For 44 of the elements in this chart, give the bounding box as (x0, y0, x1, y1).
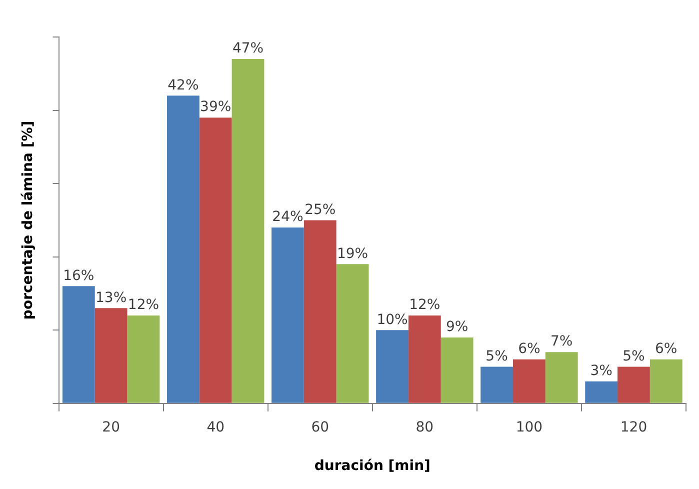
bar (127, 315, 160, 403)
bar (585, 381, 618, 403)
data-label: 3% (590, 363, 612, 380)
x-tick-label: 80 (416, 419, 434, 436)
bar (480, 366, 513, 403)
bar (336, 264, 369, 403)
data-label: 12% (409, 297, 440, 314)
bar (440, 337, 474, 403)
bar (618, 366, 650, 403)
y-axis-title: porcentaje de lámina [%] (20, 120, 36, 320)
bar (272, 228, 304, 403)
data-label: 39% (200, 99, 232, 116)
bar (232, 58, 264, 403)
bar (199, 118, 232, 403)
data-label: 47% (232, 40, 264, 57)
bar (166, 96, 200, 403)
bar (512, 359, 546, 403)
bar (62, 286, 95, 403)
data-label: 5% (486, 348, 508, 364)
data-label: 9% (446, 319, 468, 336)
bar (408, 315, 441, 403)
bar (650, 359, 682, 403)
x-tick-label: 120 (620, 419, 648, 436)
bar (304, 220, 336, 403)
data-label: 25% (304, 202, 336, 218)
x-tick-label: 100 (516, 419, 543, 436)
data-label: 6% (518, 341, 540, 358)
x-tick-label: 20 (102, 419, 120, 436)
data-label: 13% (96, 290, 127, 306)
x-tick-label: 40 (206, 419, 225, 436)
data-label: 19% (336, 246, 368, 262)
data-label: 10% (376, 312, 408, 328)
x-tick-label: 60 (311, 419, 330, 436)
bar (94, 308, 128, 403)
data-label: 6% (655, 341, 678, 358)
bar (545, 352, 578, 403)
data-label: 7% (550, 334, 573, 350)
x-axis-title: duración [min] (314, 458, 430, 474)
data-label: 42% (168, 77, 199, 94)
data-label: 5% (622, 348, 645, 364)
data-label: 16% (63, 268, 94, 284)
data-label: 24% (272, 209, 304, 226)
data-label: 12% (128, 297, 160, 314)
bar (376, 330, 408, 403)
